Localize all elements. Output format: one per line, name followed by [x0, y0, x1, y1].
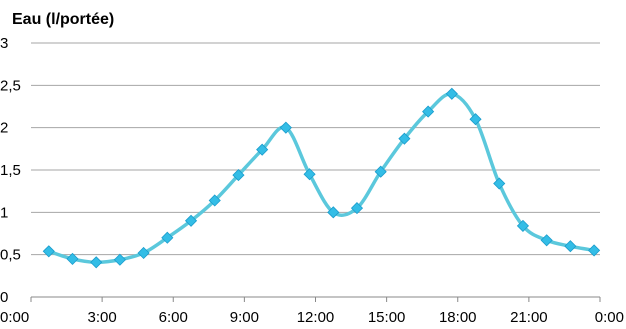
data-point-0-17: [445, 87, 458, 100]
data-point-0-5: [161, 231, 174, 244]
data-point-0-2: [90, 256, 103, 269]
x-axis: [30, 296, 601, 302]
y-axis-tick-labels: 0 0,5 1 1,5 2 2,5 3: [0, 35, 21, 306]
y-tick-label-6: 3: [0, 35, 8, 52]
y-tick-label-5: 2,5: [0, 77, 21, 94]
data-point-0-3: [113, 253, 126, 266]
x-axis-tick-labels: 0:00 3:00 6:00 9:00 12:00 15:00 18:00 21:00 0:00: [0, 309, 624, 326]
y-tick-label-3: 1,5: [0, 162, 21, 179]
x-tick-label-7: 21:00: [510, 309, 548, 326]
data-point-0-21: [540, 234, 553, 247]
data-point-0-11: [303, 168, 316, 181]
x-tick-label-6: 18:00: [439, 309, 477, 326]
x-tick-label-1: 3:00: [88, 309, 117, 326]
data-point-0-16: [422, 105, 435, 118]
data-point-0-15: [398, 132, 411, 145]
x-tick-label-0: 0:00: [0, 309, 29, 326]
data-point-0-8: [232, 169, 245, 182]
data-point-0-14: [374, 165, 387, 178]
y-tick-label-4: 2: [0, 120, 8, 137]
data-point-0-0: [42, 245, 55, 258]
x-tick-label-8: 0:00: [595, 309, 624, 326]
x-tick-label-5: 15:00: [368, 309, 406, 326]
data-point-0-7: [208, 194, 221, 207]
data-point-0-4: [137, 246, 150, 260]
data-point-0-6: [184, 214, 198, 227]
y-tick-label-0: 0: [0, 289, 8, 306]
data-markers: [42, 87, 601, 269]
data-point-0-10: [279, 121, 292, 134]
series-line: [47, 92, 596, 265]
data-point-0-18: [469, 113, 482, 126]
data-point-0-22: [564, 240, 577, 253]
chart-title: Eau (l/portée): [12, 11, 114, 28]
data-point-0-1: [66, 252, 79, 265]
data-point-0-23: [588, 244, 601, 257]
data-point-0-9: [256, 143, 269, 156]
x-tick-label-2: 6:00: [159, 309, 188, 326]
data-point-0-13: [350, 202, 364, 215]
data-point-0-20: [516, 219, 530, 232]
y-tick-label-2: 1: [0, 204, 8, 221]
x-tick-label-4: 12:00: [297, 309, 335, 326]
x-tick-label-3: 9:00: [230, 309, 259, 326]
y-tick-label-1: 0,5: [0, 247, 21, 264]
data-point-0-19: [493, 177, 506, 190]
data-point-0-12: [327, 206, 340, 219]
gridlines: [31, 42, 600, 256]
